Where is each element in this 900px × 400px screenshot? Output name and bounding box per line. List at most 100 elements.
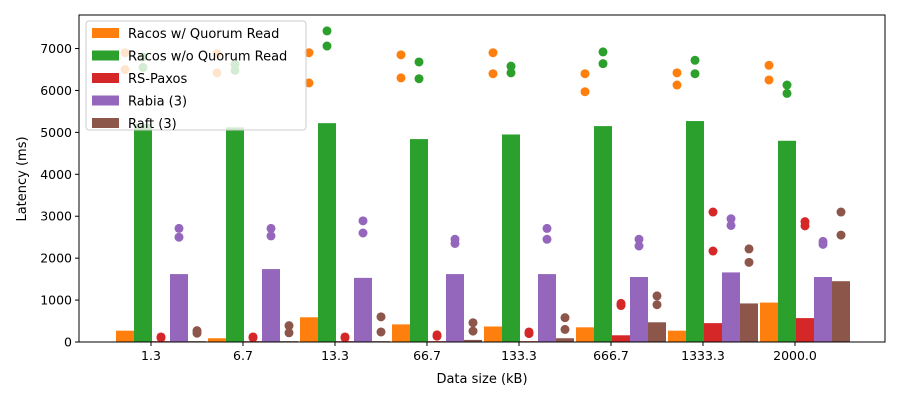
data-point: [414, 57, 424, 67]
data-point: [322, 41, 332, 51]
y-tick-label: 2000: [40, 251, 72, 266]
data-point: [376, 327, 386, 337]
data-point: [192, 328, 202, 338]
data-point: [542, 223, 552, 233]
legend-swatch: [92, 28, 119, 38]
x-tick-label: 13.3: [321, 348, 349, 363]
data-point: [266, 231, 276, 241]
legend-box: [85, 20, 307, 131]
y-tick-label: 7000: [40, 41, 72, 56]
bar: [668, 330, 686, 342]
legend-label: Rabia (3): [128, 95, 187, 110]
data-point: [432, 331, 442, 341]
data-point: [156, 333, 166, 343]
data-point: [174, 232, 184, 242]
x-tick-label: 6.7: [233, 348, 253, 363]
data-point: [304, 48, 314, 58]
bar: [116, 330, 134, 342]
x-tick-label: 666.7: [593, 348, 629, 363]
bar: [556, 338, 574, 342]
data-point: [266, 223, 276, 233]
bar: [318, 123, 336, 343]
chart-marks: [116, 26, 850, 343]
data-point: [744, 257, 754, 267]
data-point: [818, 239, 828, 249]
y-axis-label: Latency (ms): [15, 136, 30, 221]
data-point: [488, 48, 498, 58]
bar: [502, 134, 520, 342]
data-point: [284, 328, 294, 338]
data-point: [376, 312, 386, 322]
data-point: [560, 324, 570, 334]
y-tick-label: 1000: [40, 293, 72, 308]
bar: [392, 324, 410, 342]
data-point: [672, 68, 682, 78]
bar: [410, 139, 428, 342]
data-point: [542, 234, 552, 244]
bar: [208, 338, 226, 342]
data-point: [560, 313, 570, 323]
data-point: [690, 69, 700, 79]
data-point: [616, 301, 626, 311]
legend-label: Racos w/ Quorum Read: [128, 27, 279, 42]
bar: [170, 274, 188, 342]
data-point: [506, 61, 516, 71]
data-point: [524, 329, 534, 339]
bar: [134, 124, 152, 342]
data-point: [414, 74, 424, 84]
bar: [740, 303, 758, 342]
data-point: [174, 223, 184, 233]
x-tick-label: 66.7: [413, 348, 441, 363]
data-point: [598, 47, 608, 57]
x-tick-label: 1333.3: [681, 348, 725, 363]
data-point: [450, 238, 460, 248]
data-point: [652, 300, 662, 310]
bar: [226, 127, 244, 342]
bar: [630, 277, 648, 342]
bar: [576, 327, 594, 342]
legend-swatch: [92, 95, 119, 106]
bar: [814, 277, 832, 342]
data-point: [322, 26, 332, 36]
legend-swatch: [92, 50, 119, 61]
data-point: [468, 326, 478, 336]
data-point: [800, 221, 810, 231]
x-tick-label: 133.3: [501, 348, 537, 363]
bar: [796, 318, 814, 342]
legend-label: RS-Paxos: [128, 72, 187, 87]
bar: [594, 126, 612, 342]
data-point: [782, 80, 792, 90]
data-point: [396, 73, 406, 83]
bar: [832, 281, 850, 342]
data-point: [248, 333, 258, 343]
y-tick-label: 0: [64, 335, 72, 350]
bar: [686, 121, 704, 342]
data-point: [690, 55, 700, 65]
data-point: [652, 291, 662, 301]
bar: [484, 326, 502, 342]
data-point: [782, 88, 792, 98]
data-point: [634, 234, 644, 244]
data-point: [708, 207, 718, 217]
data-point: [764, 60, 774, 70]
y-tick-label: 5000: [40, 125, 72, 140]
data-point: [726, 214, 736, 224]
data-point: [836, 207, 846, 217]
axes: 0 1000 2000 3000 4000 5000 6000 7000 1.3 6.7 13.3 6…: [40, 14, 886, 363]
bar: [722, 272, 740, 342]
y-tick-label: 4000: [40, 167, 72, 182]
bar: [612, 335, 630, 342]
legend-swatch: [92, 73, 119, 83]
legend: Racos w/ Quorum Read Racos w/o Quorum Rea…: [85, 20, 307, 132]
data-point: [744, 244, 754, 254]
data-point: [358, 228, 368, 238]
data-point: [358, 216, 368, 226]
bar: [300, 317, 318, 342]
bar: [354, 277, 372, 342]
data-point: [764, 75, 774, 85]
bar: [778, 140, 796, 342]
bar: [538, 274, 556, 342]
data-point: [506, 68, 516, 78]
bar: [648, 322, 666, 342]
x-axis-label: Data size (kB): [436, 372, 527, 387]
